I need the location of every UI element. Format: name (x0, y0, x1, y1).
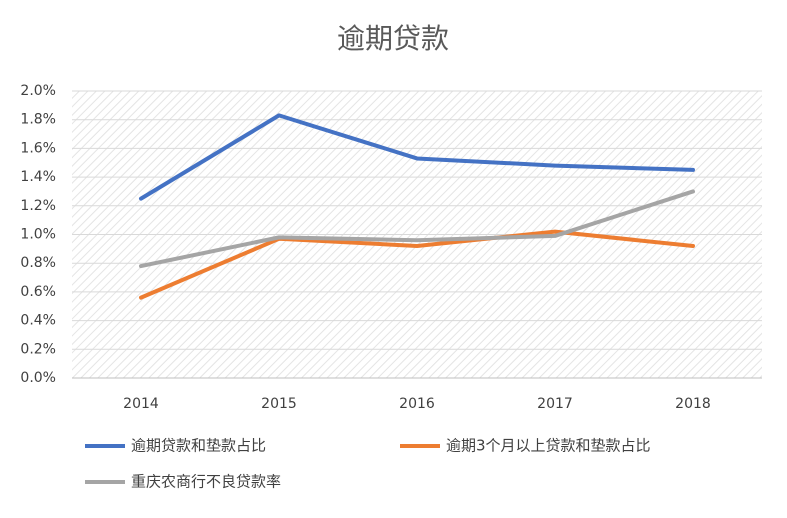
series-line (139, 189, 695, 269)
chart-title: 逾期贷款 (337, 22, 449, 55)
y-tick-label: 1.4% (20, 169, 56, 185)
y-tick-label: 1.8% (20, 112, 56, 128)
y-tick-label: 1.0% (20, 227, 56, 243)
y-tick-label: 0.0% (20, 370, 56, 386)
series-line (139, 113, 695, 201)
y-tick-label: 0.4% (20, 313, 56, 329)
x-tick-label: 2017 (537, 396, 573, 412)
y-tick-label: 0.6% (20, 284, 56, 300)
legend-label: 逾期贷款和垫款占比 (131, 437, 266, 455)
x-tick-label: 2018 (675, 396, 711, 412)
y-tick-label: 1.2% (20, 198, 56, 214)
y-tick-label: 0.2% (20, 341, 56, 357)
legend-label: 重庆农商行不良贷款率 (131, 473, 281, 491)
series-line (139, 229, 695, 300)
legend-label: 逾期3个月以上贷款和垫款占比 (446, 437, 651, 455)
x-tick-label: 2014 (123, 396, 159, 412)
y-tick-label: 2.0% (20, 83, 56, 99)
x-tick-label: 2016 (399, 396, 435, 412)
y-tick-label: 1.6% (20, 140, 56, 156)
y-tick-label: 0.8% (20, 255, 56, 271)
x-tick-label: 2015 (261, 396, 297, 412)
